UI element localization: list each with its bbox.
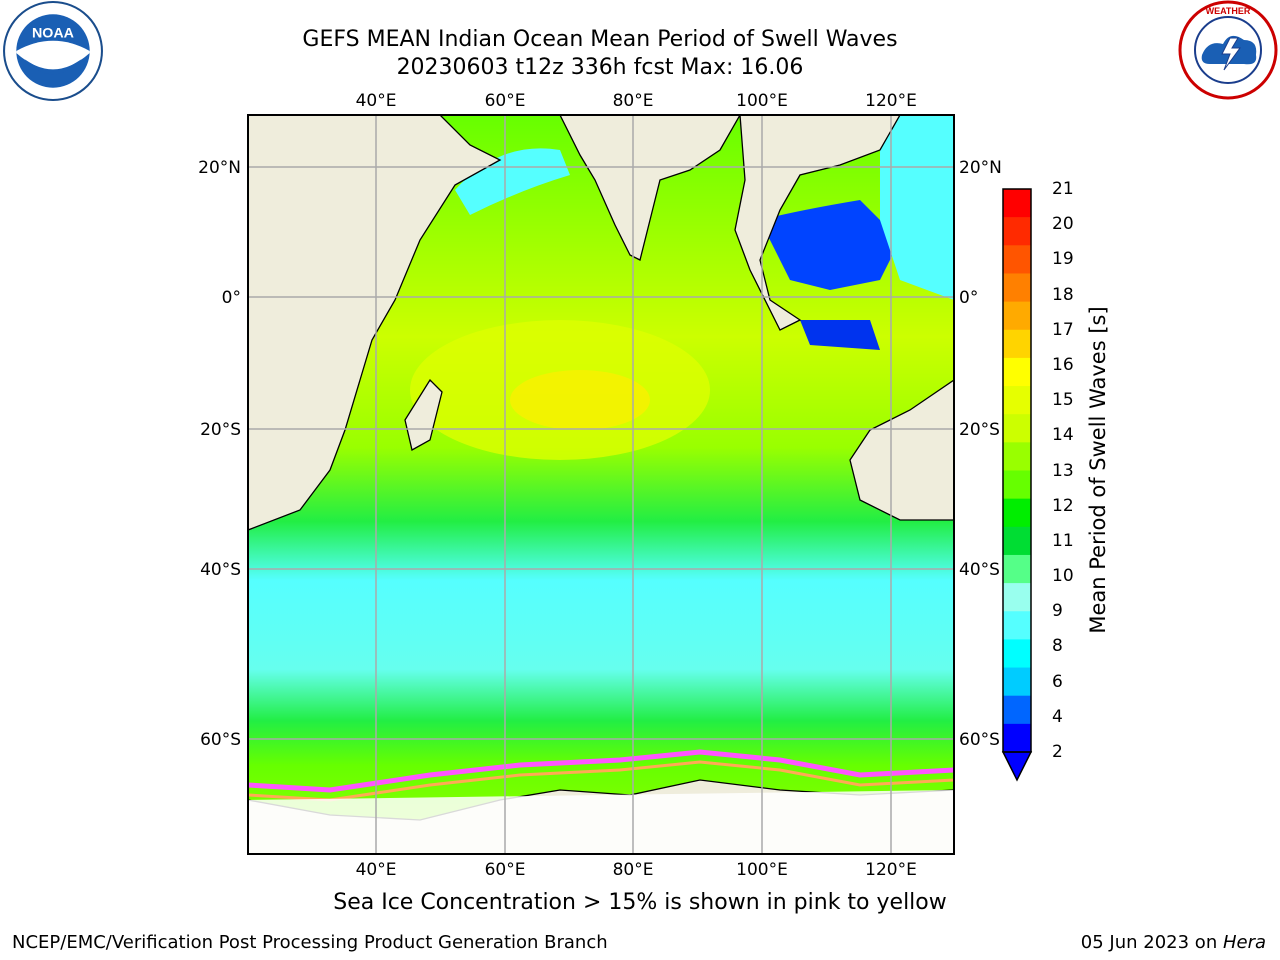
lon-ticks-bottom: 40°E 60°E 80°E 100°E 120°E xyxy=(356,860,917,880)
noaa-logo: NOAA xyxy=(3,1,103,101)
lat-ticks-right: 20°N 0° 20°S 40°S 60°S xyxy=(959,158,1002,750)
colorbar-segment xyxy=(1003,217,1031,246)
map-area xyxy=(248,115,954,854)
colorbar-tick: 15 xyxy=(1052,390,1074,411)
colorbar-segment xyxy=(1003,583,1031,612)
lon-tick-top: 80°E xyxy=(613,91,654,111)
colorbar-segment xyxy=(1003,667,1031,697)
lon-tick-bottom: 100°E xyxy=(736,860,788,880)
lat-tick-right: 60°S xyxy=(959,730,1000,750)
colorbar-segment xyxy=(1003,273,1031,303)
lon-tick-top: 120°E xyxy=(865,91,917,111)
svg-text:NOAA: NOAA xyxy=(32,26,74,42)
lon-tick-bottom: 40°E xyxy=(356,860,397,880)
max-period-region xyxy=(510,370,650,430)
colorbar-segment xyxy=(1003,470,1031,500)
colorbar-segment xyxy=(1003,554,1031,584)
colorbar-tick: 2 xyxy=(1052,742,1063,762)
colorbar-segment xyxy=(1003,329,1031,359)
colorbar-segment xyxy=(1003,189,1031,218)
date-stamp: 05 Jun 2023 on Hera xyxy=(1081,932,1266,953)
lon-tick-bottom: 120°E xyxy=(865,860,917,880)
colorbar-tick: 16 xyxy=(1052,354,1074,375)
pacific-low-period xyxy=(880,115,954,300)
lat-tick-left: 60°S xyxy=(200,730,241,750)
sea-ice-edge xyxy=(248,749,954,793)
india xyxy=(559,115,741,261)
colorbar-tick: 11 xyxy=(1052,530,1074,551)
lon-tick-bottom: 80°E xyxy=(613,860,654,880)
lat-tick-right: 20°N xyxy=(959,158,1002,178)
map-frame xyxy=(247,114,955,855)
lon-tick-top: 40°E xyxy=(356,91,397,111)
graticule xyxy=(248,115,954,854)
ice-covered-ocean xyxy=(248,790,954,854)
colorbar-segment xyxy=(1003,639,1031,669)
colorbar-tick: 21 xyxy=(1052,179,1074,199)
colorbar-segment xyxy=(1003,245,1031,274)
colorbar-segment xyxy=(1003,695,1031,725)
colorbar-segment xyxy=(1003,498,1031,528)
colorbar xyxy=(1003,189,1031,753)
lat-tick-left: 0° xyxy=(222,288,241,308)
colorbar-segment xyxy=(1003,611,1031,640)
colorbar-segment xyxy=(1003,301,1031,331)
colorbar-tick: 8 xyxy=(1052,636,1063,657)
southeast-asia xyxy=(734,115,901,331)
sea-ice-note: Sea Ice Concentration > 15% is shown in … xyxy=(333,890,947,915)
colorbar-segment xyxy=(1003,723,1031,753)
map-subtitle: 20230603 t12z 336h fcst Max: 16.06 xyxy=(396,55,804,80)
colorbar-tick: 10 xyxy=(1052,566,1074,587)
colorbar-tick: 19 xyxy=(1052,249,1074,270)
colorbar-tick: 18 xyxy=(1052,284,1074,305)
lat-tick-right: 0° xyxy=(959,288,978,308)
australia xyxy=(849,379,954,521)
colorbar-segment xyxy=(1003,526,1031,556)
colorbar-frame xyxy=(1002,188,1032,753)
madagascar xyxy=(404,378,443,451)
colorbar-label: Mean Period of Swell Waves [s] xyxy=(1086,306,1110,634)
svg-text:WEATHER: WEATHER xyxy=(1206,6,1251,16)
lat-tick-right: 40°S xyxy=(959,560,1000,580)
machine-name: Hera xyxy=(1222,932,1266,953)
lat-tick-left: 20°S xyxy=(200,420,241,440)
colorbar-tick: 17 xyxy=(1052,319,1074,340)
colorbar-tick: 9 xyxy=(1052,601,1063,622)
date-text: 05 Jun 2023 on xyxy=(1080,932,1223,953)
colorbar-segment xyxy=(1003,386,1031,415)
lon-ticks-top: 40°E 60°E 80°E 100°E 120°E xyxy=(356,91,917,111)
colorbar-segment xyxy=(1003,442,1031,471)
sea-ice-inner xyxy=(248,760,954,802)
colorbar-tick: 13 xyxy=(1052,460,1074,481)
credit-text: NCEP/EMC/Verification Post Processing Pr… xyxy=(12,932,608,953)
lat-tick-right: 20°S xyxy=(959,420,1000,440)
lon-tick-bottom: 60°E xyxy=(485,860,526,880)
lon-tick-top: 60°E xyxy=(485,91,526,111)
colorbar-tick: 14 xyxy=(1052,425,1074,446)
south-china-sea-low-period xyxy=(760,200,900,290)
map-title: GEFS MEAN Indian Ocean Mean Period of Sw… xyxy=(302,27,898,52)
lat-tick-left: 40°S xyxy=(200,560,241,580)
lat-tick-left: 20°N xyxy=(198,158,241,178)
colorbar-segment xyxy=(1003,357,1031,387)
colorbar-tick: 4 xyxy=(1052,706,1063,727)
arabian-sea-low-period xyxy=(455,148,570,215)
colorbar-tick: 12 xyxy=(1052,495,1074,516)
colorbar-segment xyxy=(1003,414,1031,443)
colorbar-tick: 6 xyxy=(1052,671,1063,692)
lon-tick-top: 100°E xyxy=(736,91,788,111)
colorbar-tick: 20 xyxy=(1052,214,1074,235)
colorbar-extend-arrow xyxy=(1001,751,1033,782)
lat-ticks-left: 20°N 0° 20°S 40°S 60°S xyxy=(198,158,241,750)
africa-arabia xyxy=(248,115,502,531)
java-sea-low-period xyxy=(800,320,880,350)
nws-logo: WEATHER xyxy=(1178,0,1278,100)
